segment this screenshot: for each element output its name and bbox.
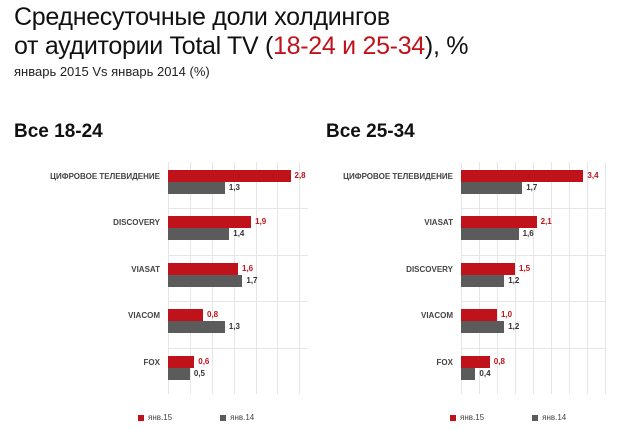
legend-label-jan14: янв.14	[230, 413, 255, 422]
value-label-jan14: 1,3	[228, 183, 240, 192]
legend-swatch-jan15	[450, 414, 456, 421]
row-separator	[168, 208, 308, 210]
row-separator	[461, 254, 605, 256]
value-label-jan14: 1,2	[508, 275, 520, 285]
category-label: ЦИФРОВОЕ ТЕЛЕВИДЕНИЕ	[343, 172, 453, 181]
bar-jan15	[461, 216, 537, 229]
bar-jan15	[461, 309, 497, 322]
value-label-jan14: 1,7	[526, 183, 538, 192]
panel-title-25-34: Все 25-34	[326, 121, 415, 142]
title-suffix: ), %	[424, 32, 469, 60]
bar-jan14	[461, 321, 505, 334]
value-label-jan14: 1,3	[228, 322, 240, 332]
legend-label-jan15: янв.15	[148, 413, 173, 422]
gridline	[551, 162, 552, 394]
category-label: VIASAT	[131, 264, 160, 274]
page-title-line-1: Среднесуточные доли холдингов	[14, 3, 390, 31]
bar-jan14	[461, 228, 519, 241]
bar-jan14	[168, 321, 225, 334]
legend-label-jan14: янв.14	[542, 413, 567, 422]
category-label: FOX	[436, 357, 453, 367]
legend-25-34: янв.15 янв.14	[450, 413, 614, 422]
bar-jan15	[168, 170, 291, 182]
value-label-jan15: 1,0	[501, 310, 513, 320]
panel-title-18-24: Все 18-24	[14, 121, 103, 142]
chart-18-24: 2,8 1,3 ЦИФРОВОЕ ТЕЛЕВИДЕНИЕ 1,9 1,4 DISCOVER…	[50, 162, 308, 394]
value-label-jan14: 0,5	[193, 368, 205, 378]
legend-swatch-jan14	[532, 414, 539, 421]
gridline	[533, 162, 534, 394]
bar-jan14	[168, 367, 190, 380]
row-separator	[461, 301, 605, 303]
value-label-jan15: 1,9	[255, 217, 267, 227]
category-label: DISCOVERY	[113, 218, 160, 228]
page-title-line-2: от аудитории Total TV (18-24 и 25-34), %	[14, 31, 468, 61]
value-label-jan15: 0,6	[198, 356, 210, 366]
legend-swatch-jan14	[220, 414, 227, 421]
value-label-jan15: 2,1	[540, 217, 552, 227]
gridline	[587, 162, 588, 394]
row-separator	[461, 208, 605, 210]
bar-jan15	[461, 170, 584, 182]
category-label: VIACOM	[128, 311, 160, 321]
title-age-groups: 18-24 и 25-34	[273, 32, 425, 60]
row-separator	[168, 301, 308, 303]
category-label: FOX	[143, 357, 160, 367]
title-prefix: от аудитории Total TV (	[14, 32, 274, 60]
gridline	[255, 162, 257, 394]
value-label-jan14: 1,2	[508, 322, 520, 332]
gridline	[569, 162, 570, 394]
row-separator	[461, 347, 605, 349]
value-label-jan14: 1,6	[522, 229, 534, 239]
value-label-jan15: 0,8	[493, 356, 505, 366]
legend-label-jan15: янв.15	[460, 413, 485, 422]
row-separator	[168, 347, 308, 349]
chart-25-34: 3,4 1,7 ЦИФРОВОЕ ТЕЛЕВИДЕНИЕ 2,1 1,6 VIASAT 1,…	[343, 162, 606, 394]
value-label-jan15: 3,4	[587, 171, 599, 180]
category-label: VIASAT	[424, 218, 453, 228]
bar-jan15	[168, 262, 238, 275]
bar-jan14	[461, 367, 476, 380]
gridline	[299, 162, 301, 394]
value-label-jan14: 1,7	[246, 275, 258, 285]
value-label-jan15: 1,6	[242, 263, 254, 273]
bar-jan15	[168, 216, 252, 229]
bar-jan14	[168, 228, 230, 241]
category-label: VIACOM	[421, 311, 453, 321]
bar-jan14	[461, 274, 505, 287]
bar-jan15	[461, 262, 515, 275]
bar-jan14	[168, 182, 225, 194]
legend-swatch-jan15	[138, 414, 144, 421]
row-separator	[168, 254, 308, 256]
bar-jan14	[168, 274, 243, 287]
category-label: DISCOVERY	[406, 264, 453, 274]
bar-jan15	[168, 355, 195, 368]
gridline	[515, 162, 516, 394]
value-label-jan15: 0,8	[207, 310, 219, 320]
bar-jan15	[461, 355, 490, 368]
value-label-jan14: 0,4	[479, 368, 491, 378]
value-label-jan15: 2,8	[294, 171, 306, 180]
value-label-jan14: 1,4	[233, 229, 245, 239]
legend-18-24: янв.15 янв.14	[138, 413, 302, 422]
bar-jan14	[461, 182, 523, 194]
gridline	[605, 162, 606, 394]
gridline	[277, 162, 279, 394]
page-subtitle: январь 2015 Vs январь 2014 (%)	[14, 64, 210, 79]
bar-jan15	[168, 309, 203, 322]
value-label-jan15: 1,5	[519, 263, 531, 273]
category-label: ЦИФРОВОЕ ТЕЛЕВИДЕНИЕ	[50, 172, 160, 181]
